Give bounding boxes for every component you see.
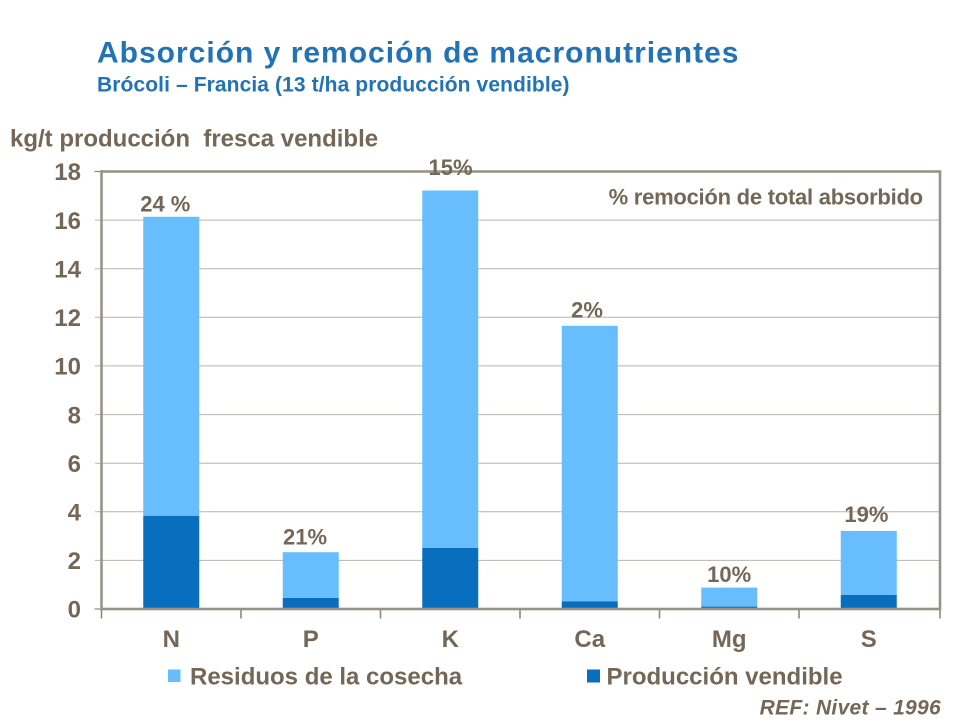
svg-text:% remoción de total absorbido: % remoción de total absorbido: [609, 184, 923, 209]
svg-text:Residuos de la cosecha: Residuos de la cosecha: [190, 663, 463, 690]
svg-text:Absorción y remoción de macron: Absorción y remoción de macronutrientes: [97, 37, 739, 70]
svg-text:18: 18: [54, 159, 81, 186]
svg-text:Mg: Mg: [712, 626, 747, 653]
svg-text:K: K: [442, 626, 460, 653]
svg-text:19%: 19%: [844, 502, 888, 527]
svg-text:6: 6: [68, 451, 81, 478]
svg-text:S: S: [861, 626, 877, 653]
svg-text:2: 2: [68, 548, 81, 575]
svg-text:Brócoli – Francia (13 t/ha pro: Brócoli – Francia (13 t/ha producción ve…: [97, 74, 570, 97]
svg-text:15%: 15%: [428, 155, 472, 180]
svg-text:N: N: [163, 626, 180, 653]
svg-text:14: 14: [54, 256, 81, 283]
svg-text:0: 0: [68, 597, 81, 624]
svg-text:10: 10: [54, 354, 81, 381]
svg-text:24 %: 24 %: [140, 192, 190, 217]
svg-text:P: P: [303, 626, 319, 653]
svg-text:kg/t producción fresca vendib: kg/t producción fresca vendible: [10, 125, 378, 152]
svg-text:10%: 10%: [707, 562, 751, 587]
svg-text:REF: Nivet – 1996: REF: Nivet – 1996: [760, 696, 941, 719]
svg-text:Ca: Ca: [574, 626, 605, 653]
svg-text:21%: 21%: [283, 524, 327, 549]
svg-text:Producción vendible: Producción vendible: [607, 663, 843, 690]
svg-text:2%: 2%: [571, 298, 603, 323]
svg-text:12: 12: [54, 305, 81, 332]
svg-text:16: 16: [54, 208, 81, 235]
svg-text:8: 8: [68, 402, 81, 429]
svg-text:4: 4: [68, 500, 82, 527]
